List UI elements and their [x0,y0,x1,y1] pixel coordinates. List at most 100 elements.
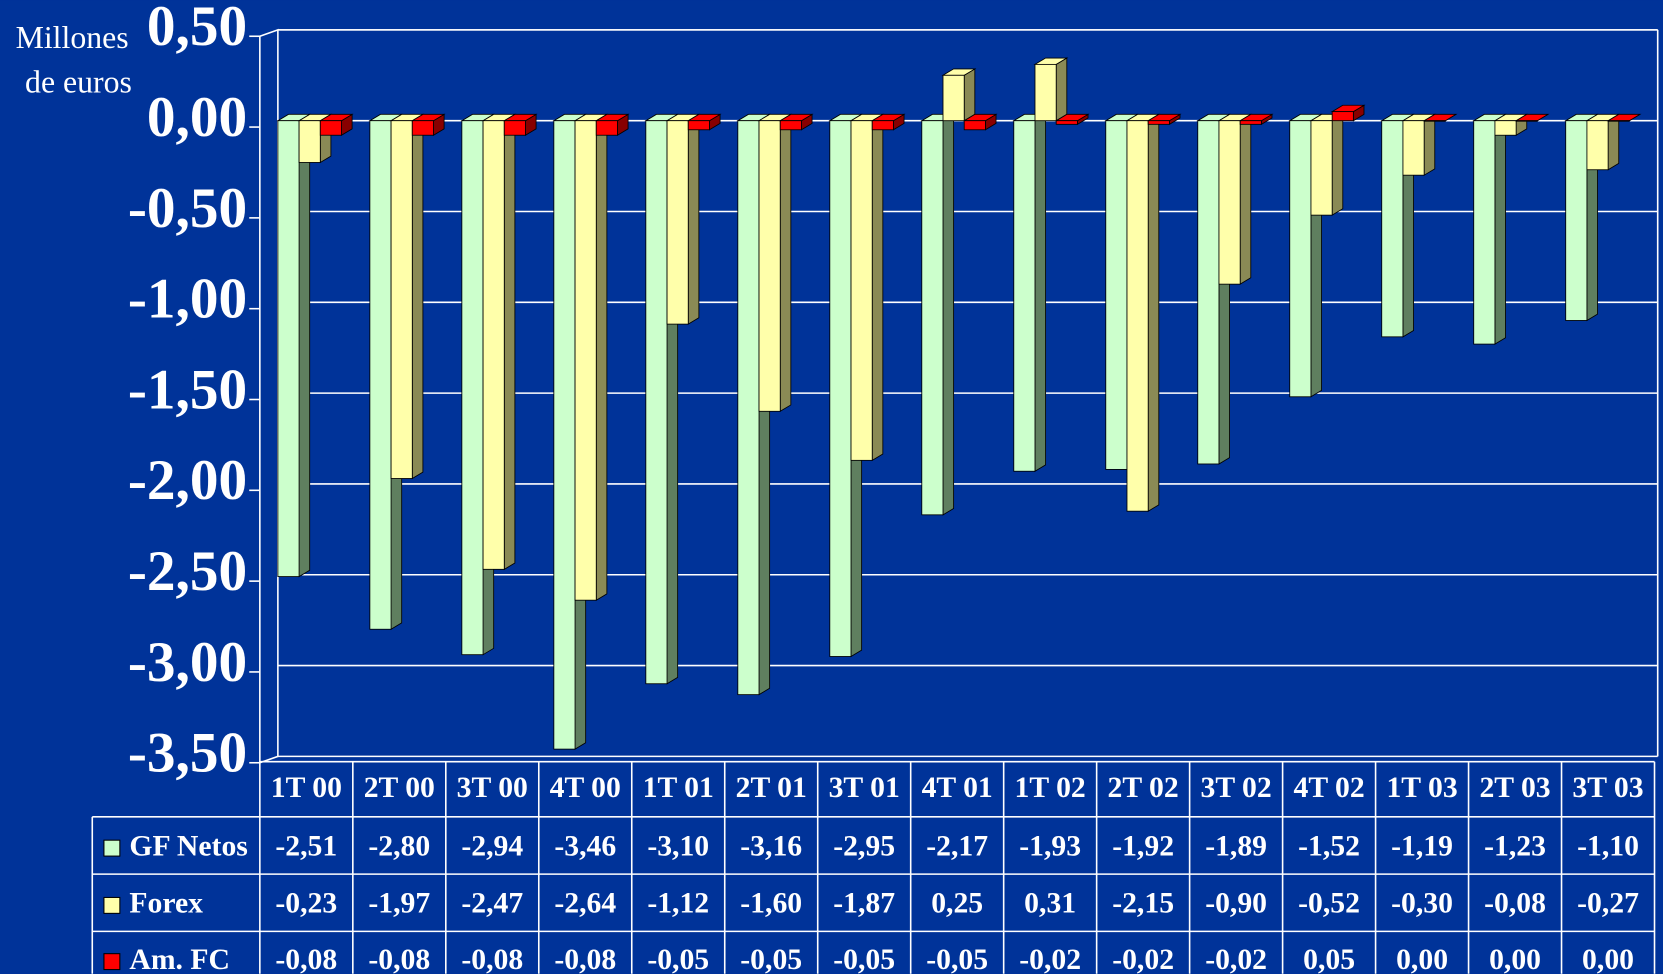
bar [595,120,618,136]
y-tick-label: -3,00 [128,631,247,694]
table-value: -0,05 [833,944,895,974]
table-value: -1,60 [740,888,802,920]
bar-side [503,113,516,571]
bar-side [1494,113,1506,345]
bar-side [1607,113,1620,171]
y-axis-label: Millones [16,20,129,55]
table-value: -2,80 [368,830,430,862]
bar [1515,120,1538,122]
table-value: -1,92 [1112,830,1174,862]
bar [1126,120,1149,512]
legend-label: Forex [129,888,203,920]
table-value: -0,27 [1577,888,1639,920]
x-tick-label: 1T 03 [1386,772,1457,804]
bar [779,120,802,131]
bar [963,120,986,131]
bar [850,120,873,461]
bar [390,120,413,479]
legend-label: Am. FC [129,944,230,974]
y-tick-label: -2,50 [128,540,247,603]
legend-swatch [103,896,121,914]
x-tick-label: 2T 03 [1479,772,1550,804]
bar-side [871,113,884,462]
table-value: -1,10 [1577,830,1639,862]
table-value: -1,97 [368,888,430,920]
table-value: -0,02 [1019,944,1081,974]
legend-swatch [103,953,121,971]
table-value: -2,51 [275,830,337,862]
bar-side [595,113,608,601]
table-value: -0,05 [647,944,709,974]
x-tick-label: 3T 01 [829,772,900,804]
table-value: 0,00 [1396,944,1448,974]
table-value: -0,90 [1205,888,1267,920]
table-value: -3,16 [740,830,802,862]
bar-side [963,68,976,122]
bar [482,120,505,570]
bar [1586,120,1609,171]
bar [1147,120,1170,125]
bar [1218,120,1241,285]
y-tick-label: -0,50 [128,177,247,240]
y-tick-label: 0,50 [147,0,247,58]
table-value: -1,23 [1484,830,1546,862]
bar [921,120,944,516]
y-tick-label: -1,50 [128,358,247,421]
bar-side [942,113,955,516]
bar [1565,120,1588,321]
bar [277,120,300,578]
table-value: -0,05 [740,944,802,974]
x-tick-label: 2T 02 [1108,772,1179,804]
table-value: -0,08 [368,944,430,974]
table-value: -0,30 [1391,888,1453,920]
table-value: -0,02 [1112,944,1174,974]
bar-side [1147,113,1160,512]
y-tick-label: 0,00 [147,86,247,149]
legend-swatch [103,839,121,857]
bar-side [1034,113,1047,472]
x-tick-label: 1T 00 [271,772,342,804]
table-value: -1,12 [647,888,709,920]
bar-side [1239,113,1252,285]
table-value: 0,25 [931,888,983,920]
bar [758,120,781,412]
table-value: -2,95 [833,830,895,862]
table-value: -1,93 [1019,830,1081,862]
table-value: -0,52 [1298,888,1360,920]
bar [369,120,392,630]
bar [829,120,852,657]
table-value: 0,00 [1582,944,1634,974]
bar [1197,120,1220,465]
bar [1331,111,1354,122]
table-value: -0,08 [1484,888,1546,920]
table-value: 0,05 [1303,944,1355,974]
y-tick-label: -3,50 [128,722,247,785]
bar [1013,120,1036,472]
table-value: -0,08 [275,944,337,974]
bar [645,120,668,685]
x-tick-label: 2T 01 [736,772,807,804]
y-tick-label: -1,00 [128,268,247,331]
bar-side [298,113,311,578]
bar [1289,120,1312,398]
table-value: -2,15 [1112,888,1174,920]
table-value: -3,46 [554,830,616,862]
table-value: -1,52 [1298,830,1360,862]
bar [574,120,597,601]
x-tick-label: 2T 00 [364,772,435,804]
table-value: -1,87 [833,888,895,920]
bar-side [1423,113,1436,176]
bar [1402,120,1425,176]
table-value: -3,10 [647,830,709,862]
bar [1310,120,1333,216]
x-tick-label: 3T 00 [457,772,528,804]
bar [503,120,526,136]
bar [1239,120,1262,125]
bar-side [687,113,700,325]
y-axis-label: de euros [25,64,132,99]
x-tick-label: 3T 02 [1201,772,1272,804]
bar [1423,120,1446,122]
table-value: -0,08 [461,944,523,974]
x-tick-label: 3T 03 [1572,772,1643,804]
table-value: -2,47 [461,888,523,920]
